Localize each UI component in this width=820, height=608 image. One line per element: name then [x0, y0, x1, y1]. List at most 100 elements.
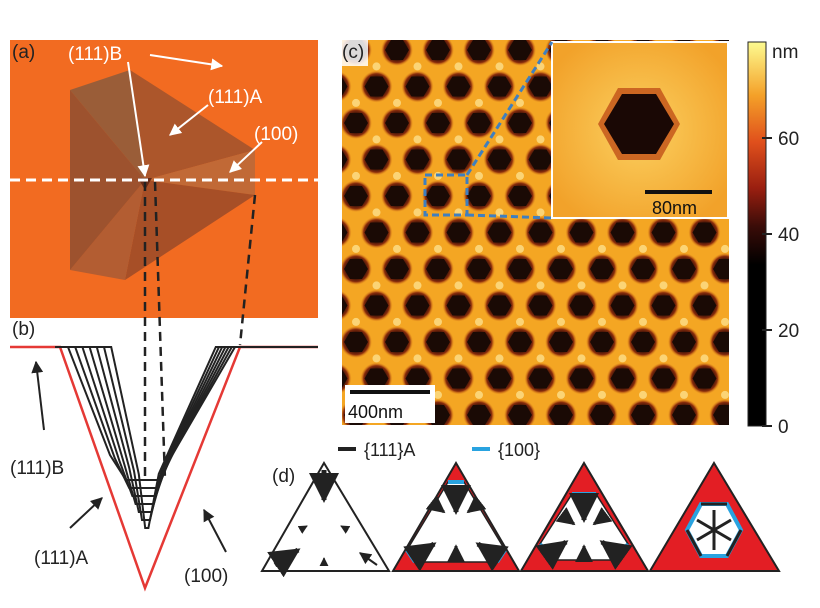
pit-5 [508, 40, 532, 60]
pit-119 [775, 369, 799, 389]
pit-108 [342, 369, 348, 388]
pit-84 [342, 296, 348, 315]
pit-124 [467, 405, 491, 425]
pit-29 [508, 113, 532, 133]
pit-26 [385, 113, 409, 133]
pit-129 [672, 405, 696, 425]
pit-3 [426, 40, 450, 60]
pit-138 [570, 442, 594, 462]
colorbar-tick-label-0: 0 [778, 417, 789, 438]
pit-92 [651, 295, 676, 316]
pit-40 [487, 149, 512, 170]
pit-127 [590, 405, 614, 425]
pit-37 [364, 149, 389, 170]
inset: 80nm [551, 41, 729, 219]
height-profile-5 [64, 346, 318, 513]
zoom-box [423, 173, 469, 217]
colorbar-tick-label-40: 40 [778, 225, 799, 246]
pit-116 [651, 368, 676, 389]
evolution-stage-1 [260, 461, 391, 578]
pit-89 [528, 295, 553, 316]
pit-140 [652, 442, 676, 462]
profile-label-100: (100) [184, 566, 228, 587]
pit-114 [569, 368, 594, 389]
pit-51 [426, 186, 450, 206]
pit-79 [590, 259, 614, 279]
pit-76 [467, 259, 491, 279]
pit-12 [342, 77, 348, 96]
pit-68 [651, 222, 676, 243]
pit-64 [487, 222, 512, 243]
panel-d: (d) {111}A {100} [260, 440, 781, 578]
evolution-stage-3 [519, 461, 650, 572]
pit-128 [631, 405, 655, 425]
pit-132 [324, 442, 348, 462]
pit-117 [692, 368, 717, 389]
pit-62 [405, 222, 430, 243]
pit-4 [467, 40, 491, 60]
pit-63 [446, 222, 471, 243]
pit-125 [508, 405, 532, 425]
annotation-111a: (111)A [208, 87, 263, 108]
pit-69 [692, 222, 717, 243]
height-profile-1 [55, 346, 318, 481]
pit-87 [446, 295, 471, 316]
pit-15 [446, 76, 471, 97]
pit-77 [508, 259, 532, 279]
pit-16 [487, 76, 512, 97]
pit-143 [775, 442, 799, 462]
pit-66 [569, 222, 594, 243]
colorbar: nm 60 40 20 0 [747, 41, 799, 438]
colorbar-unit: nm [772, 42, 798, 63]
pit-141 [693, 442, 717, 462]
pit-38 [405, 149, 430, 170]
pit-36 [342, 150, 348, 169]
pit-91 [610, 295, 635, 316]
pit-113 [528, 368, 553, 389]
pit-13 [364, 76, 389, 97]
height-profile-6 [67, 346, 318, 521]
profile-label-111a: (111)A [34, 548, 89, 569]
pit-99 [426, 332, 450, 352]
pit-52 [467, 186, 491, 206]
pit-86 [405, 295, 430, 316]
pit-96 [303, 332, 327, 352]
pit-27 [426, 113, 450, 133]
colorbar-tick-label-60: 60 [778, 129, 799, 150]
pit-112 [487, 368, 512, 389]
panel-c: 80nm 400nm (c) [303, 40, 799, 462]
pit-39 [446, 149, 471, 170]
pit-78 [549, 259, 573, 279]
pit-135 [447, 442, 471, 462]
pit-82 [713, 259, 729, 279]
pit-85 [364, 295, 389, 316]
pit-23 [775, 77, 799, 97]
height-profile-4 [62, 346, 318, 505]
pit-109 [364, 368, 389, 389]
height-profile-2 [57, 346, 318, 489]
pit-47 [775, 150, 799, 170]
panel-d-label: (d) [272, 466, 295, 487]
pit-81 [672, 259, 696, 279]
profile-label-111b: (111)B [10, 458, 64, 479]
pit-130 [713, 405, 729, 425]
annotation-111b: (111)B [68, 44, 122, 65]
pit-111 [446, 368, 471, 389]
pit-28 [467, 113, 491, 133]
pit-97 [344, 332, 368, 352]
height-profile-3 [59, 346, 318, 497]
height-profile-7 [69, 346, 318, 529]
pit-103 [590, 332, 614, 352]
pit-115 [610, 368, 635, 389]
main-scalebar-label: 400nm [348, 402, 403, 422]
annotation-100: (100) [254, 124, 298, 145]
pit-75 [426, 259, 450, 279]
pit-139 [611, 442, 635, 462]
pit-50 [385, 186, 409, 206]
inset-scalebar-label: 80nm [652, 198, 697, 218]
pit-142 [734, 442, 758, 462]
pit-105 [672, 332, 696, 352]
pit-49 [344, 186, 368, 206]
height-profiles [55, 346, 318, 529]
